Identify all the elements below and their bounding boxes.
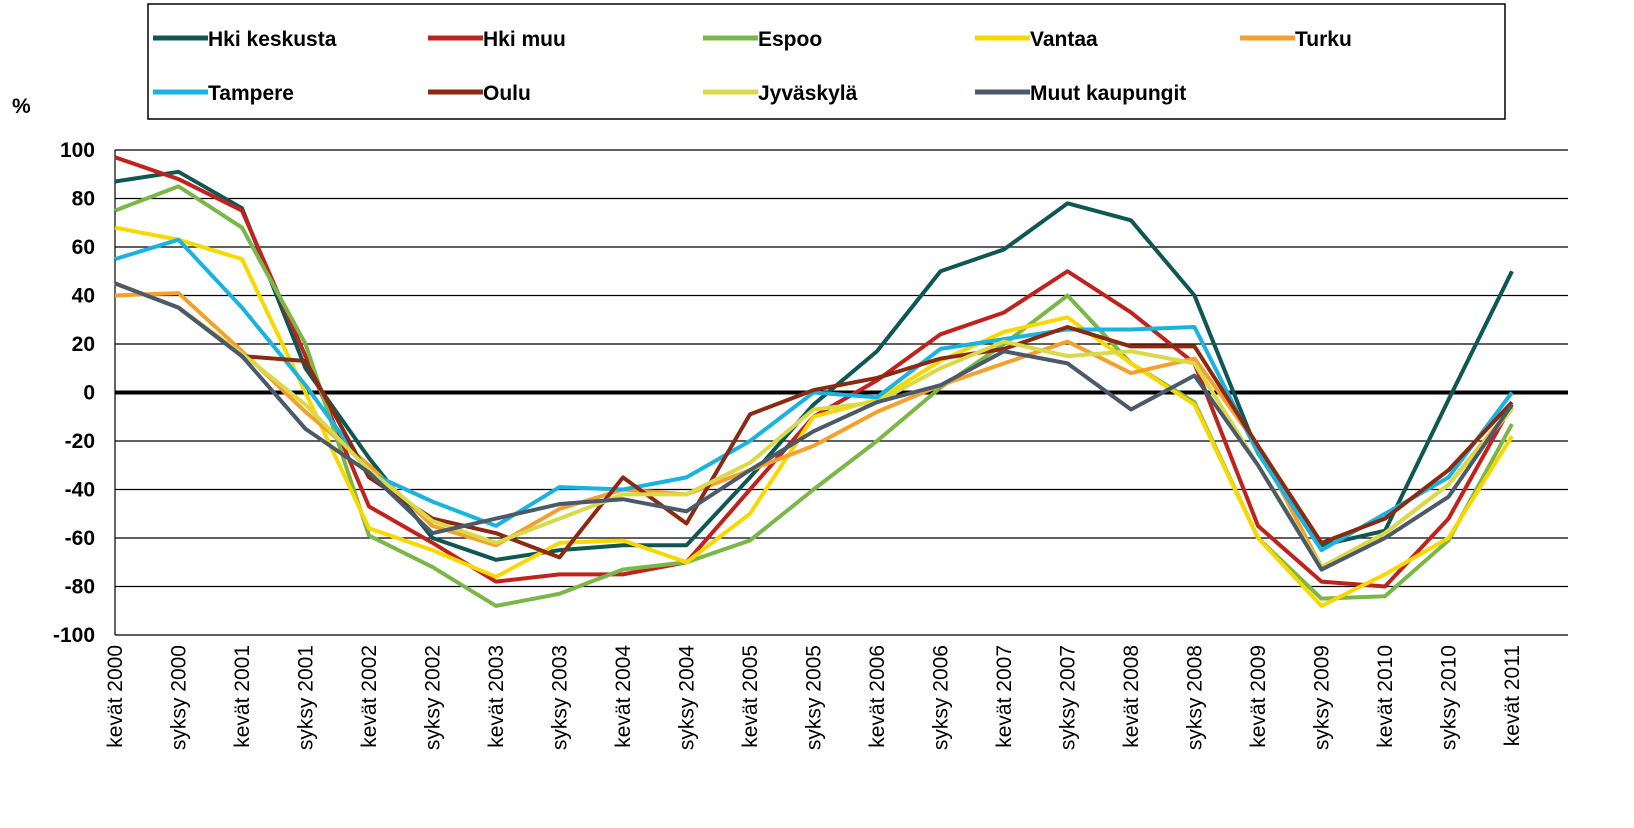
x-tick-label: kevät 2008 (1120, 645, 1143, 748)
x-tick-label: kevät 2010 (1374, 645, 1397, 748)
x-tick-label: kevät 2000 (104, 645, 127, 748)
y-tick-label: 60 (72, 236, 95, 259)
y-tick-label: 20 (72, 333, 95, 356)
x-tick-label: syksy 2005 (803, 645, 826, 750)
legend-label: Espoo (758, 28, 822, 51)
x-tick-label: kevät 2003 (485, 645, 508, 748)
legend-label: Turku (1295, 28, 1352, 51)
legend-label: Jyväskylä (758, 82, 858, 105)
y-tick-label: 40 (72, 285, 95, 308)
y-tick-label: -20 (65, 430, 95, 453)
x-tick-label: syksy 2009 (1311, 645, 1334, 750)
legend-label: Muut kaupungit (1030, 82, 1186, 105)
x-tick-label: syksy 2003 (549, 645, 572, 750)
x-tick-label: kevät 2004 (612, 645, 635, 748)
x-tick-label: syksy 2006 (930, 645, 953, 750)
x-tick-label: syksy 2004 (676, 645, 699, 750)
series-line (114, 237, 1514, 553)
x-tick-label: kevät 2002 (358, 645, 381, 748)
series-line (114, 169, 1514, 562)
series-line (114, 281, 1514, 572)
x-tick-label: kevät 2006 (866, 645, 889, 748)
y-tick-label: -60 (65, 527, 95, 550)
series-line (114, 281, 1514, 560)
x-tick-label: syksy 2000 (168, 645, 191, 750)
series-line (114, 225, 1514, 608)
legend-label: Hki keskusta (208, 28, 337, 51)
x-tick-label: syksy 2007 (1057, 645, 1080, 750)
x-tick-label: kevät 2009 (1247, 645, 1270, 748)
x-tick-label: syksy 2008 (1184, 645, 1207, 750)
legend-box (147, 3, 1506, 120)
x-tick-label: kevät 2007 (993, 645, 1016, 748)
y-axis-label: % (12, 95, 31, 118)
y-tick-label: 0 (83, 382, 95, 405)
y-tick-label: -80 (65, 576, 95, 599)
legend-label: Vantaa (1030, 28, 1098, 51)
legend-label: Hki muu (483, 28, 566, 51)
x-tick-label: syksy 2002 (422, 645, 445, 750)
legend-label: Tampere (208, 82, 294, 105)
y-tick-label: 100 (60, 139, 95, 162)
x-tick-label: kevät 2011 (1501, 645, 1524, 746)
y-tick-label: -40 (65, 479, 95, 502)
x-tick-label: syksy 2010 (1438, 645, 1461, 750)
x-tick-label: kevät 2001 (231, 645, 254, 748)
y-tick-label: 80 (72, 188, 95, 211)
x-tick-label: kevät 2005 (739, 645, 762, 748)
legend-label: Oulu (483, 82, 531, 105)
x-tick-label: syksy 2001 (295, 645, 318, 750)
y-tick-label: -100 (53, 624, 95, 647)
